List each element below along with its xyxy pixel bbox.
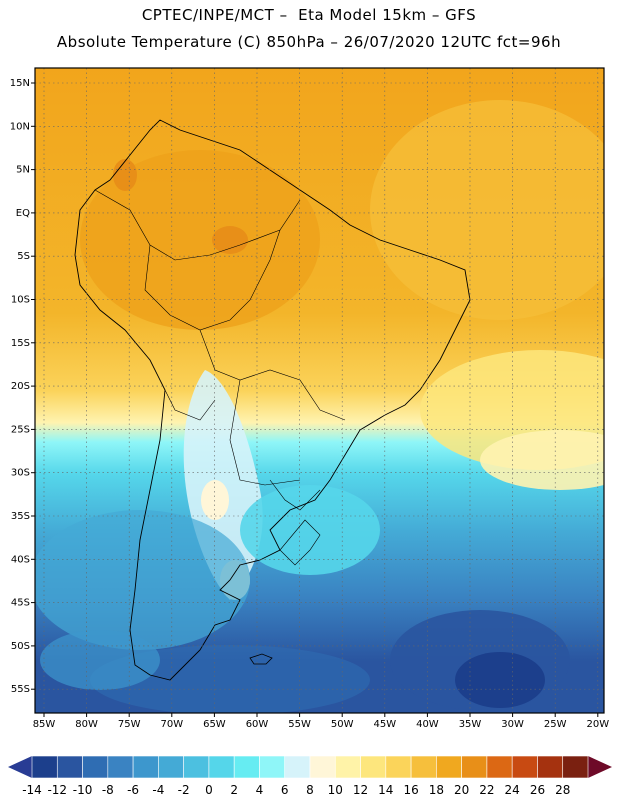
coastline-south-america bbox=[74, 119, 471, 681]
temperature-map: 15N 10N 5N EQ 5S 10S 15S 20S 25S 30S 35S 40S 45S 50S 5… bbox=[10, 67, 609, 730]
temperature-field bbox=[35, 68, 604, 713]
colorbar-tick-label: 8 bbox=[306, 783, 314, 797]
colorbar-box bbox=[183, 755, 210, 779]
map-frame bbox=[34, 67, 605, 714]
longitude-labels: 85W 80W 75W 70W 65W 60W 55W 50W 45W 40W 35W 30W 25W 2… bbox=[33, 713, 609, 730]
colorbar-box bbox=[107, 755, 134, 779]
colorbar-tick-label: 10 bbox=[328, 783, 343, 797]
lon-label: 65W bbox=[203, 719, 226, 730]
colorbar-tick-label: 18 bbox=[429, 783, 444, 797]
colorbar-box bbox=[334, 755, 361, 779]
lat-label: 10S bbox=[11, 295, 30, 306]
lon-label: 25W bbox=[544, 719, 567, 730]
colorbar-box bbox=[158, 755, 184, 779]
colorbar-box bbox=[56, 755, 83, 779]
graticule bbox=[35, 68, 604, 713]
lon-label: 50W bbox=[331, 719, 354, 730]
colorbar-boxes bbox=[31, 755, 589, 779]
colorbar-tick-label: 6 bbox=[281, 783, 289, 797]
lon-label: 55W bbox=[288, 719, 311, 730]
lon-label: 80W bbox=[75, 719, 98, 730]
lat-label: 55S bbox=[11, 684, 30, 695]
lon-label: 60W bbox=[246, 719, 269, 730]
colorbar-box bbox=[410, 755, 437, 779]
colorbar-underflow-triangle bbox=[8, 756, 32, 778]
lat-label: 5S bbox=[17, 251, 30, 262]
colorbar-box bbox=[259, 755, 286, 779]
colorbar-box bbox=[82, 755, 109, 779]
colorbar-box bbox=[385, 755, 412, 779]
lat-label: 5N bbox=[16, 165, 30, 176]
colorbar-tick-label: 0 bbox=[205, 783, 213, 797]
colorbar-tick-label: 16 bbox=[403, 783, 418, 797]
lat-label: 30S bbox=[11, 468, 30, 479]
lon-label: 20W bbox=[586, 719, 609, 730]
lat-label: 20S bbox=[11, 381, 30, 392]
colorbar-box bbox=[486, 755, 513, 779]
lon-label: 45W bbox=[373, 719, 396, 730]
country-borders bbox=[94, 189, 346, 566]
colorbar-box bbox=[284, 755, 311, 779]
colorbar: -14 -12 -10 -8 -6 -4 -2 0 2 4 6 8 10 12 14 16 18 20 22 24 26… bbox=[8, 755, 612, 797]
colorbar-box bbox=[461, 755, 488, 779]
colorbar-tick-label: 12 bbox=[353, 783, 368, 797]
colorbar-box bbox=[562, 755, 589, 779]
lat-label: 25S bbox=[11, 424, 30, 435]
colorbar-tick-label: 4 bbox=[256, 783, 264, 797]
lon-label: 70W bbox=[160, 719, 183, 730]
colorbar-tick-label: 20 bbox=[454, 783, 469, 797]
lat-label: 50S bbox=[11, 641, 30, 652]
lat-label: 45S bbox=[11, 598, 30, 609]
lon-label: 30W bbox=[501, 719, 524, 730]
lon-label: 85W bbox=[33, 719, 56, 730]
colorbar-tick-label: 22 bbox=[479, 783, 494, 797]
colorbar-tick-label: -8 bbox=[102, 783, 114, 797]
colorbar-overflow-triangle bbox=[588, 756, 612, 778]
colorbar-tick-label: 14 bbox=[378, 783, 393, 797]
colorbar-box bbox=[208, 755, 235, 779]
colorbar-tick-label: -14 bbox=[22, 783, 42, 797]
lat-label: 15N bbox=[10, 78, 30, 89]
colorbar-box bbox=[132, 755, 159, 779]
colorbar-box bbox=[31, 755, 58, 779]
map-title: CPTEC/INPE/MCT – Eta Model 15km – GFS bbox=[141, 6, 477, 24]
map-subtitle: Absolute Temperature (C) 850hPa – 26/07/… bbox=[56, 33, 562, 51]
colorbar-tick-label: 26 bbox=[530, 783, 545, 797]
latitude-labels: 15N 10N 5N EQ 5S 10S 15S 20S 25S 30S 35S 40S 45S 50S 5… bbox=[10, 78, 35, 695]
lat-label: 15S bbox=[11, 338, 30, 349]
colorbar-box bbox=[309, 755, 336, 779]
colorbar-tick-label: 24 bbox=[505, 783, 520, 797]
colorbar-tick-label: -10 bbox=[73, 783, 93, 797]
colorbar-box bbox=[436, 755, 462, 779]
lon-label: 40W bbox=[416, 719, 439, 730]
colorbar-tick-label: -6 bbox=[127, 783, 139, 797]
colorbar-tick-label: 2 bbox=[230, 783, 238, 797]
colorbar-box bbox=[537, 755, 564, 779]
colorbar-box bbox=[511, 755, 538, 779]
lon-label: 35W bbox=[459, 719, 482, 730]
lat-label: EQ bbox=[16, 208, 30, 219]
colorbar-tick-label: 28 bbox=[555, 783, 570, 797]
lat-label: 35S bbox=[11, 511, 30, 522]
colorbar-box bbox=[360, 755, 387, 779]
colorbar-tick-labels: -14 -12 -10 -8 -6 -4 -2 0 2 4 6 8 10 12 14 16 18 20 22 24 26… bbox=[22, 783, 570, 797]
lat-label: 10N bbox=[10, 121, 30, 132]
colorbar-tick-label: -4 bbox=[152, 783, 164, 797]
colorbar-tick-label: -12 bbox=[47, 783, 67, 797]
lon-label: 75W bbox=[118, 719, 141, 730]
falkland-islands bbox=[249, 653, 273, 665]
lat-label: 40S bbox=[11, 554, 30, 565]
colorbar-box bbox=[233, 755, 260, 779]
colorbar-tick-label: -2 bbox=[178, 783, 190, 797]
